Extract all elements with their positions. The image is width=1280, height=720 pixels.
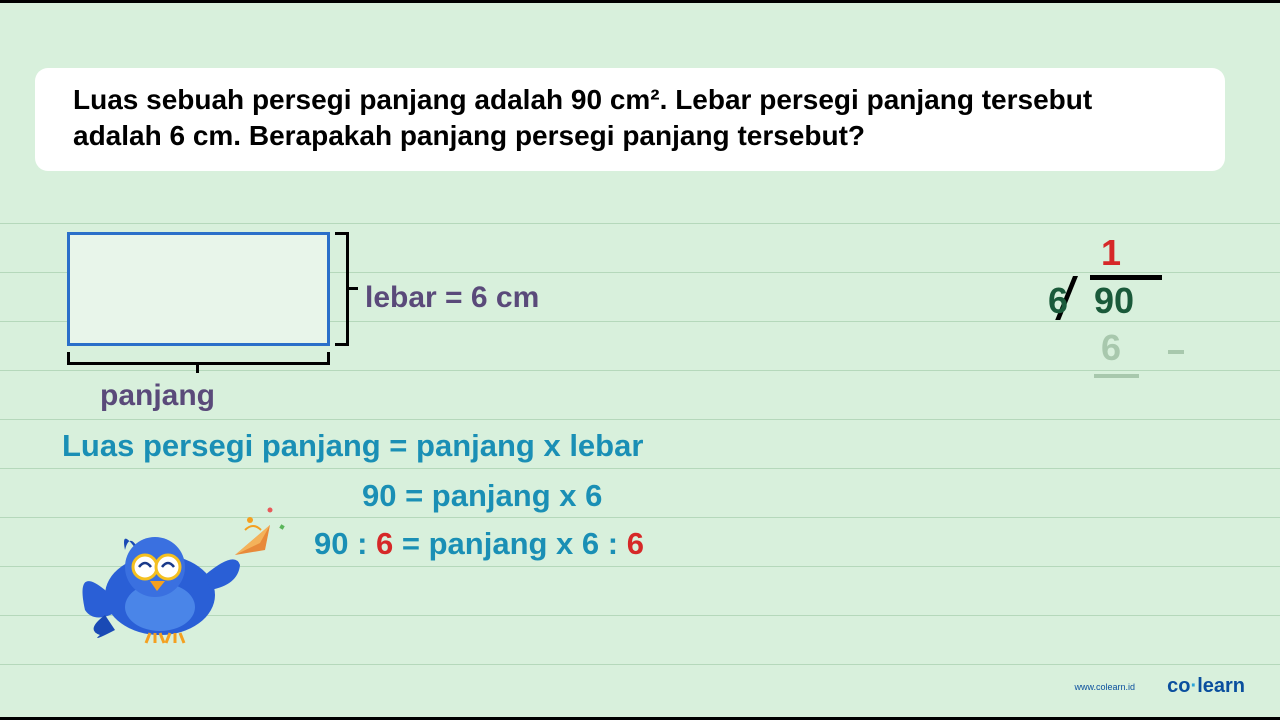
f3-mid: = panjang x 6 : xyxy=(393,526,626,561)
formula-line-3: 90 : 6 = panjang x 6 : 6 xyxy=(314,526,644,562)
f3-six-2: 6 xyxy=(627,526,644,561)
brand-logo: co·learn xyxy=(1167,675,1245,698)
bottom-bracket-tick xyxy=(196,364,199,373)
right-bracket xyxy=(335,232,349,346)
division-dividend: 90 xyxy=(1094,280,1134,322)
rectangle-shape xyxy=(67,232,330,346)
top-border xyxy=(0,0,1280,3)
brand-learn: learn xyxy=(1197,675,1245,697)
division-subtract: 6 xyxy=(1101,327,1121,369)
brand-co: co xyxy=(1167,675,1190,697)
formula-line-1: Luas persegi panjang = panjang x lebar xyxy=(62,428,643,464)
division-divisor: 6 xyxy=(1048,280,1068,322)
rectangle-diagram xyxy=(67,232,347,346)
division-quotient: 1 xyxy=(1101,232,1121,274)
formula-line-2: 90 = panjang x 6 xyxy=(362,478,602,514)
right-bracket-tick xyxy=(348,287,358,290)
question-text: Luas sebuah persegi panjang adalah 90 cm… xyxy=(73,84,1092,151)
panjang-label: panjang xyxy=(100,379,215,413)
f3-six-1: 6 xyxy=(376,526,393,561)
mascot-bird xyxy=(70,495,300,645)
brand-url: www.colearn.id xyxy=(1074,682,1135,692)
division-underline xyxy=(1094,374,1139,378)
division-minus xyxy=(1168,350,1184,354)
question-card: Luas sebuah persegi panjang adalah 90 cm… xyxy=(35,68,1225,171)
f3-pre: 90 : xyxy=(314,526,376,561)
lebar-label: lebar = 6 cm xyxy=(365,281,539,315)
